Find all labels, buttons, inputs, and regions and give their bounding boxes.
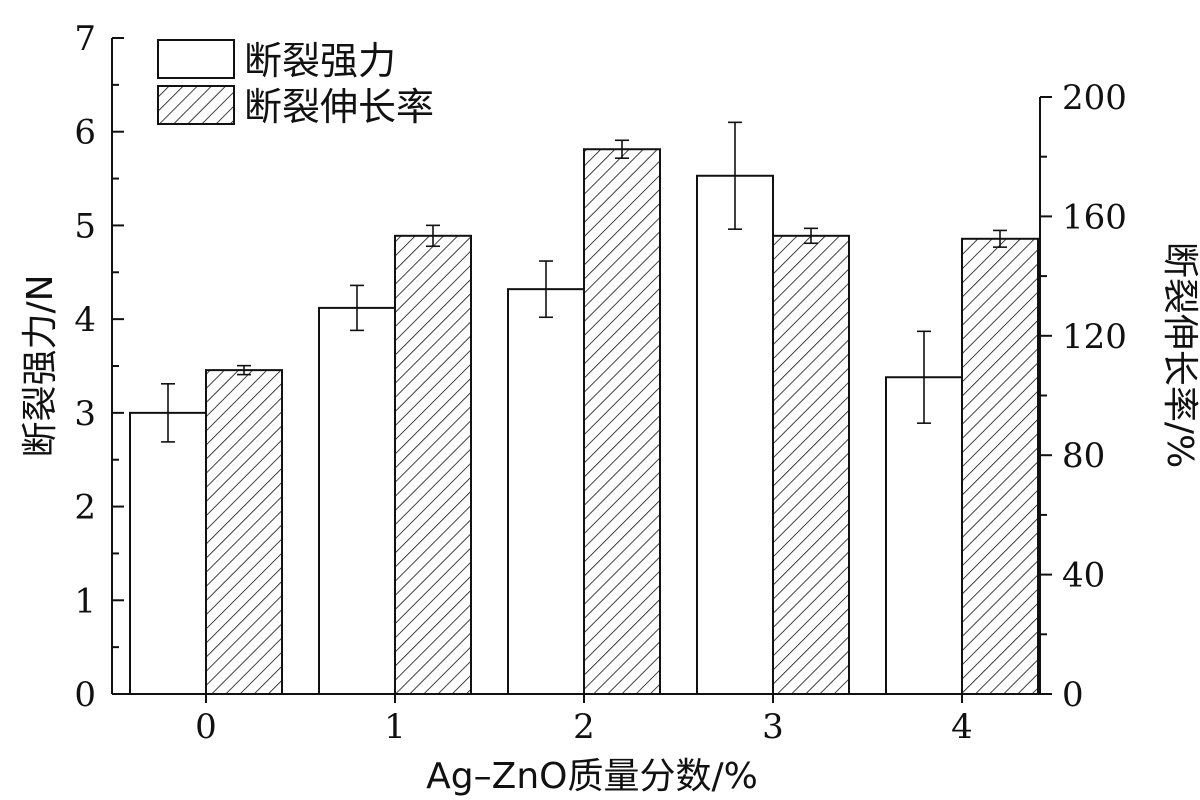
bar-elongation-1 (394, 234, 472, 696)
errorbar-breaking-strength-1 (350, 284, 364, 332)
bar-elongation-3 (772, 234, 850, 696)
errorbar-breaking-strength-3 (728, 121, 742, 230)
x-axis-title: Ag–ZnO质量分数/% (426, 756, 758, 797)
legend-label-breaking-strength: 断裂强力 (244, 39, 396, 83)
errorbar-breaking-strength-4 (917, 330, 931, 424)
errorbar-breaking-strength-0 (161, 383, 175, 443)
bar-breaking-strength-3 (696, 174, 774, 695)
x-tick-label-3: 3 (762, 707, 784, 747)
legend-label-elongation: 断裂伸长率 (244, 85, 434, 129)
x-tick-label-1: 1 (384, 707, 406, 747)
bar-elongation-2 (583, 148, 661, 696)
bar-breaking-strength-2 (507, 288, 585, 695)
bar-breaking-strength-4 (885, 376, 963, 695)
y-tick-label-4: 4 (74, 300, 96, 340)
y2-tick-label-200: 200 (1062, 78, 1127, 118)
legend-swatch-breaking-strength (157, 39, 235, 79)
errorbar-elongation-3 (804, 227, 818, 245)
errorbar-elongation-1 (426, 224, 440, 248)
x-tick-label-0: 0 (195, 707, 217, 747)
y2-tick-label-40: 40 (1062, 556, 1105, 596)
y-tick-label-0: 0 (74, 675, 96, 715)
bar-breaking-strength-1 (318, 306, 396, 695)
legend: 断裂强力 断裂伸长率 (157, 39, 434, 129)
errorbar-elongation-2 (615, 139, 629, 159)
y2-tick-label-0: 0 (1062, 675, 1084, 715)
errorbars-layer (161, 121, 1007, 443)
legend-swatch-elongation (157, 85, 235, 125)
y-tick-label-6: 6 (74, 113, 96, 153)
bar-elongation-0 (205, 369, 283, 695)
bars-layer (129, 148, 1039, 696)
y-tick-label-2: 2 (74, 488, 96, 528)
y2-tick-label-160: 160 (1062, 197, 1127, 237)
bar-breaking-strength-0 (129, 411, 207, 695)
y-tick-label-3: 3 (74, 394, 96, 434)
y-tick-label-5: 5 (74, 206, 96, 246)
errorbar-elongation-0 (237, 364, 251, 376)
y2-axis-title: 断裂伸长率/% (1159, 242, 1200, 468)
x-tick-label-4: 4 (951, 707, 973, 747)
y-axis-title: 断裂强力/N (20, 274, 61, 457)
y2-tick-label-80: 80 (1062, 436, 1105, 476)
errorbar-breaking-strength-2 (539, 260, 553, 319)
y2-tick-label-120: 120 (1062, 317, 1127, 357)
y-tick-label-7: 7 (74, 19, 96, 59)
errorbar-elongation-4 (993, 229, 1007, 248)
y-tick-label-1: 1 (74, 581, 96, 621)
x-tick-label-2: 2 (573, 707, 595, 747)
bar-elongation-4 (961, 237, 1039, 695)
